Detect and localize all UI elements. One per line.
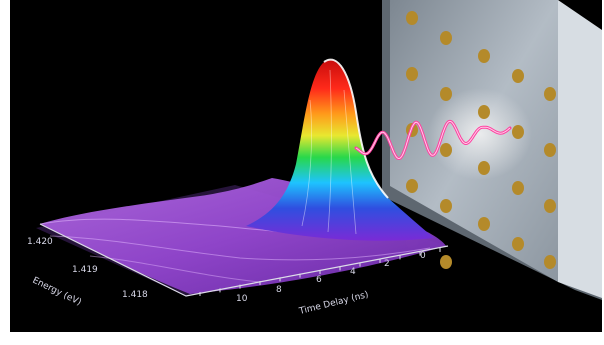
time-tick-3: 4: [350, 267, 356, 277]
time-tick-0: 10: [236, 294, 248, 304]
panel-dot: [478, 105, 490, 119]
panel-dot: [440, 31, 452, 45]
panel-edge: [558, 0, 602, 298]
panel-dot: [544, 255, 556, 269]
panel-dot: [544, 199, 556, 213]
energy-tick-1: 1.419: [72, 265, 98, 275]
panel-dot: [512, 125, 524, 139]
energy-tick-2: 1.418: [122, 290, 148, 300]
panel-dot: [512, 237, 524, 251]
panel-dot: [406, 11, 418, 25]
panel-dot: [440, 87, 452, 101]
emitter-panel: [382, 0, 602, 300]
energy-tick-0: 1.420: [27, 237, 53, 247]
panel-dot: [440, 143, 452, 157]
panel-dot: [406, 67, 418, 81]
time-tick-4: 2: [384, 259, 390, 269]
time-tick-5: 0: [420, 251, 426, 261]
surface-plot: [36, 58, 449, 297]
panel-dot: [440, 199, 452, 213]
figure-scene: 1.420 1.419 1.418 Energy (eV) 10 8 6 4 2…: [10, 0, 602, 332]
time-tick-1: 8: [276, 285, 282, 295]
panel-dot: [478, 161, 490, 175]
panel-dot: [478, 49, 490, 63]
panel-dot: [440, 255, 452, 269]
time-axis-label: Time Delay (ns): [297, 290, 369, 317]
plot-edges: [39, 223, 449, 297]
panel-dot: [512, 181, 524, 195]
time-tick-2: 6: [316, 275, 322, 285]
panel-dot: [512, 69, 524, 83]
panel-dot: [406, 179, 418, 193]
emission-wave-core: [355, 120, 511, 159]
energy-axis-label: Energy (eV): [31, 276, 83, 308]
panel-dot: [544, 87, 556, 101]
panel-glow: [428, 88, 532, 180]
panel-dot: [478, 217, 490, 231]
panel-dot: [544, 143, 556, 157]
illustration: 1.420 1.419 1.418 Energy (eV) 10 8 6 4 2…: [27, 0, 602, 317]
time-axis-ticks: [199, 248, 441, 296]
emission-peak: [246, 59, 434, 241]
